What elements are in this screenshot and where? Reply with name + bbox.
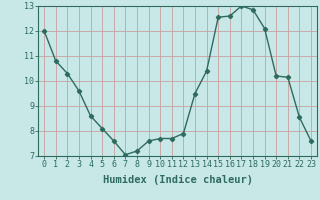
X-axis label: Humidex (Indice chaleur): Humidex (Indice chaleur) bbox=[103, 175, 252, 185]
